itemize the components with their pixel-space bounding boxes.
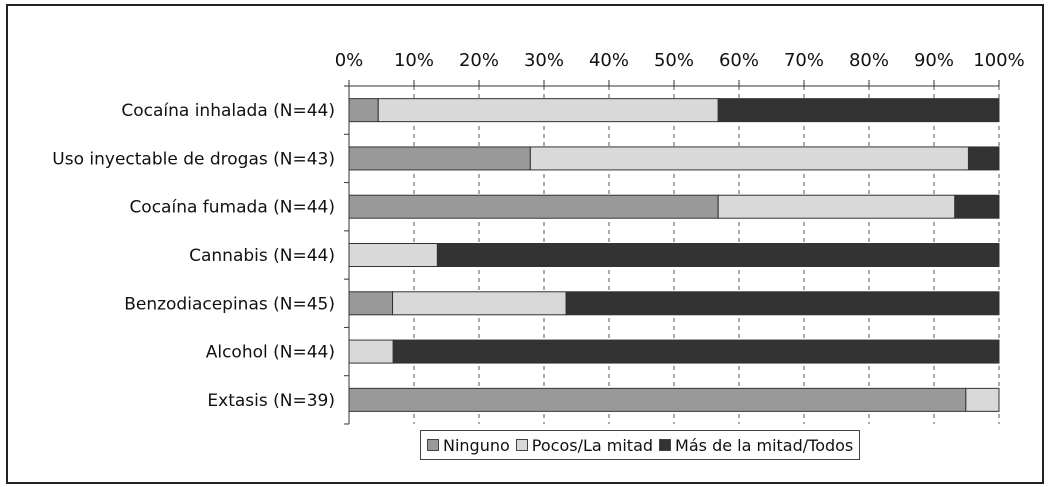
bar-pocos-la-mitad-alcohol-n-44 (348, 339, 394, 364)
x-tick-label: 10% (394, 50, 434, 71)
legend-label-ninguno: Ninguno (443, 435, 510, 455)
legend-label-mas: Más de la mitad/Todos (675, 435, 854, 455)
x-tick-label: 0% (335, 50, 364, 71)
x-tick-label: 50% (654, 50, 694, 71)
x-tick-label: 30% (524, 50, 564, 71)
bar-ninguno-benzodiacepinas-n-45 (348, 291, 394, 316)
bar-pocos-la-mitad-extasis-n-39 (965, 387, 1000, 412)
category-label: Cocaína fumada (N=44) (129, 198, 335, 218)
legend-label-pocos: Pocos/La mitad (531, 435, 654, 455)
bar-mas-de-la-mitad-todos-alcohol-n-44 (392, 339, 1000, 364)
bar-mas-de-la-mitad-todos-benzodiacepinas-n-45 (565, 291, 1000, 316)
x-tick-label: 70% (784, 50, 824, 71)
legend-item-ninguno: Ninguno (427, 436, 510, 455)
x-tick-label: 100% (973, 50, 1024, 71)
x-tick-label: 80% (849, 50, 889, 71)
category-label: Extasis (N=39) (207, 391, 335, 411)
stacked-bar-chart: 0% 10% 20% 30% 40% 50% 60% 70% 80% 90% 100% Cocaína… (52, 50, 1025, 425)
bar-ninguno-cocaina-inhalada-n-44 (348, 98, 379, 123)
legend-swatch-mas (659, 439, 672, 451)
category-label: Uso inyectable de drogas (N=43) (52, 149, 335, 169)
legend-item-mas: Más de la mitad/Todos (659, 436, 853, 455)
chart-legend: Ninguno Pocos/La mitad Más de la mitad/T… (420, 430, 861, 460)
bar-pocos-la-mitad-cannabis-n-44 (348, 243, 438, 267)
bar-pocos-la-mitad-uso-inyectable-de-drogas-n-43 (529, 146, 969, 171)
bar-pocos-la-mitad-cocaina-inhalada-n-44 (377, 98, 719, 123)
legend-swatch-ninguno (427, 439, 439, 451)
category-label: Cannabis (N=44) (189, 246, 335, 266)
category-label: Cocaína inhalada (N=44) (121, 101, 335, 121)
legend-swatch-pocos (515, 439, 528, 451)
legend-item-pocos: Pocos/La mitad (515, 435, 654, 455)
bar-pocos-la-mitad-benzodiacepinas-n-45 (392, 291, 567, 316)
category-label: Benzodiacepinas (N=45) (124, 294, 335, 314)
bar-pocos-la-mitad-cocaina-fumada-n-44 (717, 194, 956, 219)
x-tick-label: 20% (459, 50, 499, 71)
x-tick-label: 90% (914, 50, 954, 71)
bar-mas-de-la-mitad-todos-cannabis-n-44 (436, 243, 1000, 267)
x-tick-label: 40% (589, 50, 629, 71)
bar-mas-de-la-mitad-todos-cocaina-fumada-n-44 (954, 194, 1000, 219)
bar-ninguno-uso-inyectable-de-drogas-n-43 (348, 146, 531, 171)
category-label: Alcohol (N=44) (206, 343, 335, 363)
bar-mas-de-la-mitad-todos-cocaina-inhalada-n-44 (717, 98, 1000, 123)
bar-mas-de-la-mitad-todos-uso-inyectable-de-drogas-n-43 (967, 146, 1000, 171)
x-tick-label: 60% (719, 50, 759, 71)
bar-ninguno-extasis-n-39 (348, 387, 967, 412)
bar-ninguno-cocaina-fumada-n-44 (348, 194, 719, 219)
